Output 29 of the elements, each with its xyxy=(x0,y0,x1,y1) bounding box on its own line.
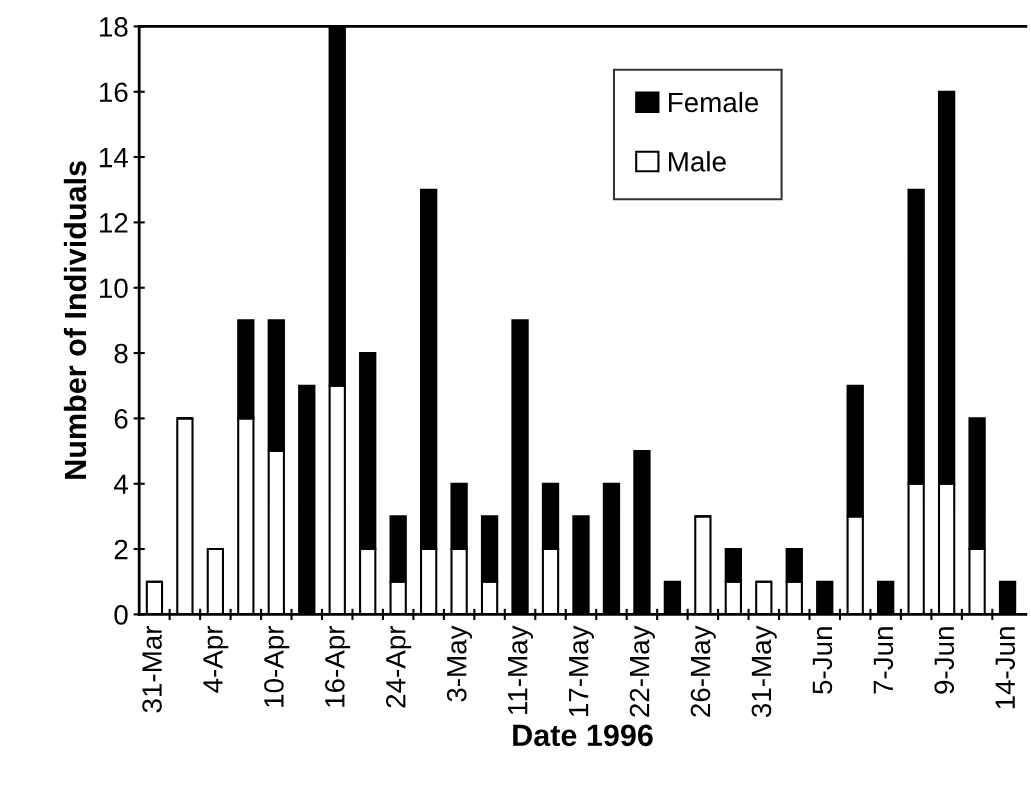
x-tick-label: 11-May xyxy=(508,625,533,714)
y-tick-label: 0 xyxy=(114,605,128,625)
y-tick-label: 18 xyxy=(99,17,128,37)
x-tick-label: 31-Mar xyxy=(142,625,162,713)
x-tick-label: 4-Apr xyxy=(203,625,229,693)
x-tick-label: 9-Jun xyxy=(934,627,955,694)
x-axis-title: Date 1996 xyxy=(513,724,653,747)
x-tick-label: 22-May xyxy=(629,625,655,717)
x-tick-label: 5-Jun xyxy=(812,627,833,694)
y-tick-label: 14 xyxy=(99,148,128,168)
y-tick-label: 2 xyxy=(114,539,128,560)
x-tick-label: 14-Jun xyxy=(995,627,1016,709)
x-tick-label: 26-May xyxy=(690,625,716,717)
x-tick-label: 7-Jun xyxy=(873,627,894,694)
y-tick-label: 4 xyxy=(113,474,128,494)
y-tick-label: 10 xyxy=(99,278,128,299)
x-tick-label: 17-May xyxy=(569,625,594,717)
x-tick-label: 31-May xyxy=(751,625,777,718)
legend-label: Female xyxy=(669,91,759,113)
x-tick-label: 10-Apr xyxy=(264,625,290,707)
y-tick-label: 16 xyxy=(99,82,128,103)
y-tick-label: 12 xyxy=(99,213,128,233)
legend-label: Male xyxy=(669,151,726,172)
x-tick-label: 16-Apr xyxy=(325,625,351,707)
x-tick-label: 24-Apr xyxy=(385,625,412,708)
y-tick-label: 8 xyxy=(114,343,128,364)
x-tick-label: 3-May xyxy=(446,625,473,702)
y-axis-title: Number of Individuals xyxy=(63,161,87,479)
y-tick-label: 6 xyxy=(114,409,128,429)
